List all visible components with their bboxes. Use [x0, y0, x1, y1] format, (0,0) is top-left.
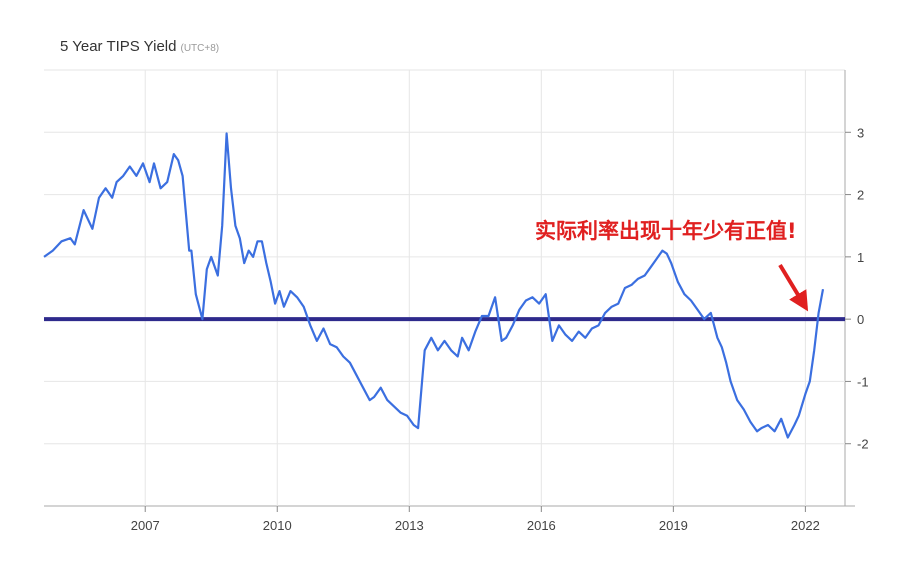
x-tick-label: 2007: [131, 518, 160, 533]
grid: [44, 69, 855, 507]
y-tick-label: 3: [857, 125, 864, 140]
y-tick-label: 2: [857, 188, 864, 203]
y-tick-label: -1: [857, 374, 869, 389]
annotation-text: 实际利率出现十年少有正值!: [535, 219, 797, 243]
annotation-arrow: [778, 263, 809, 312]
x-tick-label: 2010: [263, 518, 292, 533]
series-line: [43, 132, 825, 439]
x-axis: 2007 2010 2013 2016 2019 2022: [131, 506, 820, 533]
x-tick-label: 2019: [659, 518, 688, 533]
y-axis: 3 2 1 0 -1 -2: [845, 125, 869, 452]
y-tick-label: 0: [857, 312, 864, 327]
x-tick-label: 2013: [395, 518, 424, 533]
y-tick-label: -2: [857, 437, 869, 452]
chart-title-timezone: (UTC+8): [180, 43, 220, 54]
x-tick-label: 2022: [791, 518, 820, 533]
x-tick-label: 2016: [527, 518, 556, 533]
y-tick-label: 1: [857, 250, 864, 265]
chart-title-text: 5 Year TIPS Yield: [60, 38, 177, 55]
chart-title: 5 Year TIPS Yield (UTC+8): [60, 38, 219, 55]
series-layer: [43, 132, 825, 439]
